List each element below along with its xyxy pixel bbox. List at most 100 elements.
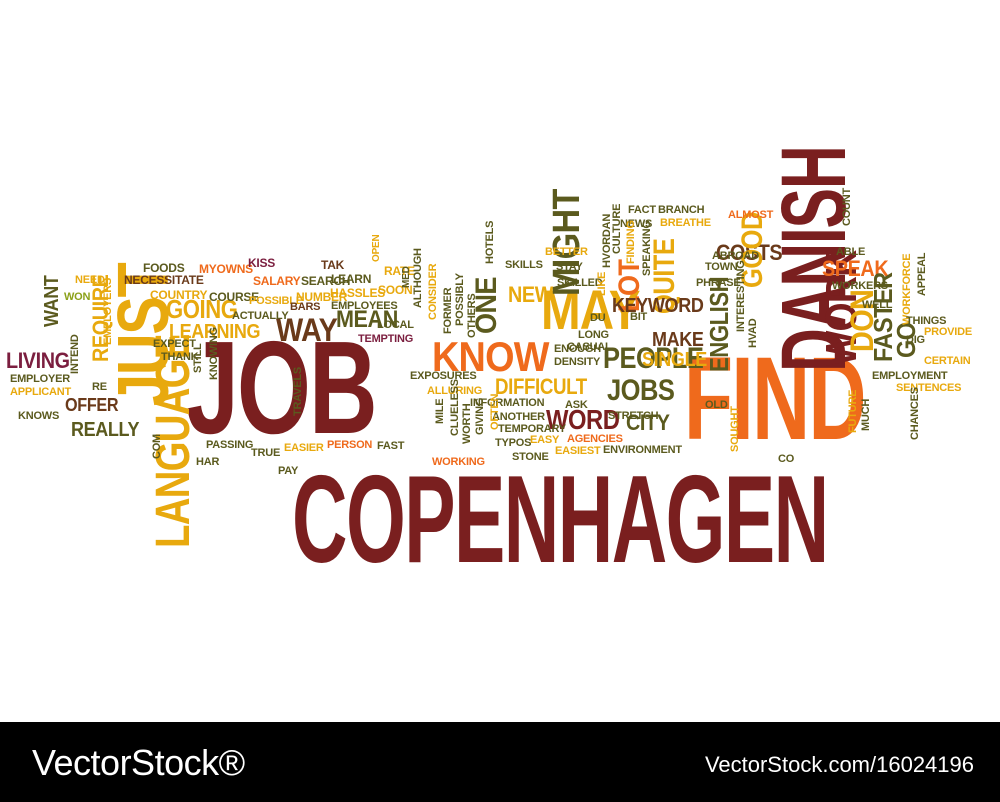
- cloud-word-re: RE: [92, 381, 107, 393]
- cloud-word-sentences: SENTENCES: [896, 382, 962, 394]
- cloud-word-others: OTHERS: [466, 293, 478, 338]
- cloud-word-kiss: KISS: [248, 256, 276, 270]
- cloud-word-tak: TAK: [321, 258, 345, 272]
- cloud-word-won: WON: [64, 291, 91, 303]
- cloud-word-co: CO: [778, 453, 795, 465]
- cloud-word-single: SINGLE: [642, 349, 707, 371]
- cloud-word-difficult: DIFFICULT: [495, 374, 587, 399]
- cloud-word-offer: OFFER: [65, 395, 119, 415]
- cloud-word-necessitate: NECESSITATE: [124, 273, 204, 287]
- watermark-footer: VectorStock® VectorStock.com/16024196: [0, 722, 1000, 802]
- cloud-word-well: WELL: [862, 299, 893, 311]
- cloud-word-information: INFORMATION: [470, 397, 545, 409]
- cloud-word-jobs: JOBS: [607, 374, 675, 407]
- cloud-word-passing: PASSING: [206, 439, 254, 451]
- word-cloud: COPENHAGEN JOB FIND DANISH JUST LANGUAGE MAY KN…: [6, 147, 972, 589]
- cloud-word-search: SEARCH: [301, 274, 351, 288]
- cloud-word-former: FORMER: [442, 287, 454, 334]
- cloud-word-want: WANT: [41, 275, 63, 327]
- cloud-word-much: MUCH: [860, 398, 872, 431]
- cloud-word-word: WORD: [546, 404, 620, 435]
- cloud-word-keyword: KEYWORD: [612, 295, 704, 317]
- cloud-word-find: FIND: [684, 333, 866, 465]
- cloud-word-expect: EXPECT: [153, 338, 196, 350]
- cloud-word-har: HAR: [196, 456, 220, 468]
- cloud-word-exposures: EXPOSURES: [410, 370, 477, 382]
- cloud-word-old: OLD: [705, 399, 728, 411]
- cloud-word-foods: FOODS: [143, 261, 185, 275]
- cloud-word-interesting: INTERESTING: [735, 260, 747, 332]
- cloud-word-better: BETTER: [545, 246, 588, 258]
- cloud-word-worth: WORTH: [461, 403, 473, 444]
- cloud-word-open: OPEN: [371, 234, 382, 262]
- cloud-word-country: COUNTRY: [150, 288, 208, 302]
- cloud-word-giving: GIVING: [474, 397, 486, 435]
- cloud-word-hvad: HVAD: [747, 318, 759, 348]
- cloud-word-possibly: POSSIBLY: [454, 273, 466, 326]
- cloud-word-travels: TRAVELS: [292, 367, 304, 416]
- cloud-word-long: LONG: [578, 329, 609, 341]
- cloud-word-may: MAY: [541, 278, 641, 341]
- cloud-word-copenhagen: COPENHAGEN: [292, 451, 829, 589]
- cloud-word-fast: FAST: [377, 440, 405, 452]
- cloud-word-dig: DIG: [906, 334, 925, 346]
- cloud-word-living: LIVING: [6, 348, 70, 373]
- cloud-word-intend: INTEND: [69, 334, 81, 374]
- cloud-word-english: ENGLISH: [704, 276, 734, 372]
- cloud-word-applicant: APPLICANT: [10, 386, 71, 398]
- cloud-word-able: ABLE: [836, 246, 866, 258]
- cloud-word-workers: WORKERS: [832, 280, 888, 292]
- cloud-word-clueless: CLUELESS: [449, 379, 461, 436]
- cloud-word-stone: STONE: [512, 451, 549, 463]
- cloud-word-pay: PAY: [278, 465, 299, 477]
- cloud-word-knows: KNOWS: [18, 410, 60, 422]
- cloud-word-skills: SKILLS: [505, 259, 543, 271]
- cloud-word-temporary: TEMPORARY: [498, 423, 566, 435]
- cloud-word-consider: CONSIDER: [427, 263, 439, 320]
- cloud-word-costs: COSTS: [716, 240, 783, 265]
- cloud-word-going: GOING: [166, 294, 238, 324]
- cloud-word-mean: MEAN: [336, 306, 398, 333]
- cloud-word-mile: MILE: [434, 398, 446, 424]
- cloud-word-du: DU: [590, 312, 606, 324]
- cloud-word-environment: ENVIRONMENT: [603, 444, 682, 456]
- cloud-word-easy: EASY: [530, 434, 560, 446]
- cloud-word-city: CITY: [626, 410, 670, 435]
- cloud-word-employers: EMPLOYERS: [102, 277, 114, 345]
- cloud-word-count: COUNT: [841, 187, 853, 226]
- cloud-word-thank: THANK: [161, 351, 199, 363]
- cloud-word-working: WORKING: [432, 456, 485, 468]
- cloud-word-breathe: BREATHE: [660, 217, 711, 229]
- cloud-word-enough: ENOUGH: [554, 343, 601, 355]
- cloud-word-employer: EMPLOYER: [10, 373, 70, 385]
- vectorstock-logo: VectorStock®: [32, 742, 245, 783]
- cloud-word-person: PERSON: [327, 439, 373, 451]
- cloud-word-need: NEED: [75, 274, 105, 286]
- cloud-word-employment: EMPLOYMENT: [872, 370, 948, 382]
- cloud-word-hotels: HOTELS: [484, 220, 496, 264]
- cloud-word-agencies: AGENCIES: [567, 433, 623, 445]
- cloud-word-often: OFTEN: [489, 393, 501, 430]
- cloud-word-really: REALLY: [71, 419, 140, 441]
- cloud-word-phrase: PHRASE: [696, 277, 741, 289]
- cloud-word-almost: ALMOST: [728, 209, 774, 221]
- cloud-word-knowing: KNOWING: [208, 327, 220, 380]
- cloud-word-med: MED: [401, 266, 412, 288]
- cloud-word-job: JOB: [186, 314, 378, 461]
- cloud-word-soon: SOON: [378, 283, 413, 297]
- cloud-word-news: NEWS: [620, 218, 653, 230]
- cloud-word-local: LOCAL: [377, 319, 414, 331]
- image-id-label: VectorStock.com/16024196: [704, 752, 974, 777]
- cloud-word-abroad: ABROAD: [712, 250, 759, 262]
- cloud-word-number: NUMBER: [296, 290, 348, 304]
- cloud-word-salary: SALARY: [253, 274, 301, 288]
- cloud-word-fact: FACT: [628, 204, 656, 216]
- cloud-word-myowns: MYOWNS: [199, 262, 253, 276]
- cloud-word-speaking: SPEAKING: [641, 220, 653, 276]
- cloud-word-true: TRUE: [251, 447, 281, 459]
- cloud-word-possible: POSSIBLE: [249, 295, 303, 307]
- cloud-word-casual: CASUAL: [567, 341, 612, 353]
- cloud-word-things: THINGS: [906, 315, 947, 327]
- cloud-word-stay: STAY: [556, 261, 583, 273]
- cloud-word-future: FUTURE: [847, 389, 859, 433]
